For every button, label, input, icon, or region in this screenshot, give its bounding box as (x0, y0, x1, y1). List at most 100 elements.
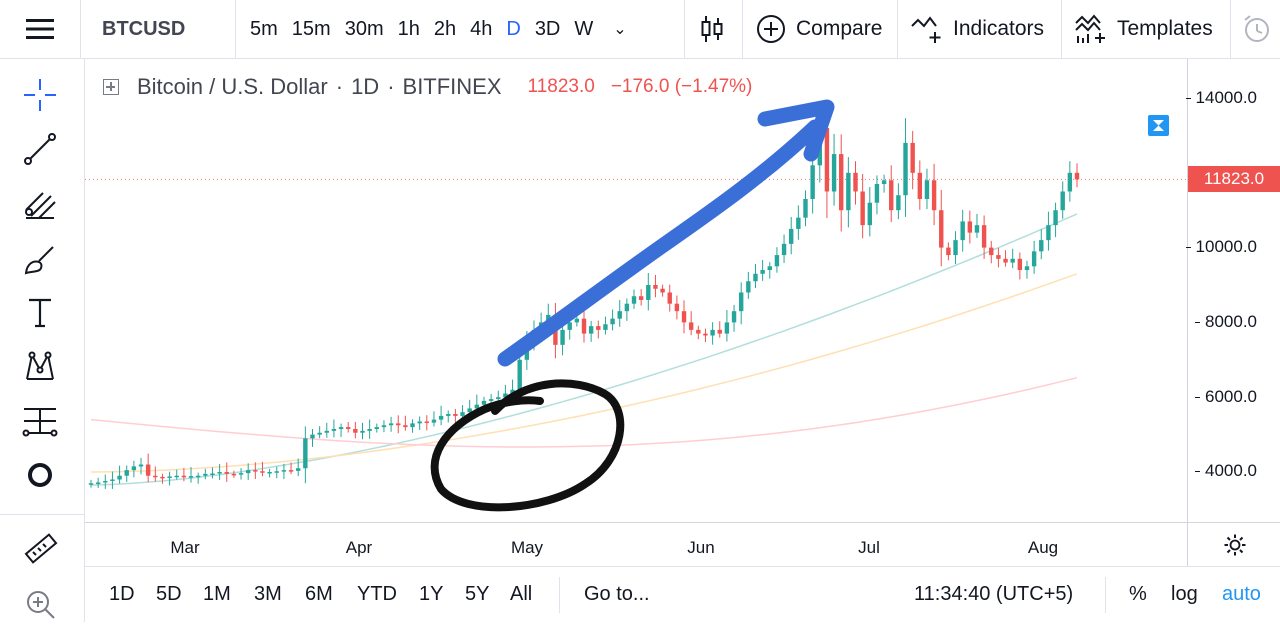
candle-body (124, 470, 129, 476)
interval-4h[interactable]: 4h (470, 17, 493, 40)
range-1m[interactable]: 1M (203, 583, 231, 605)
range-3m[interactable]: 3M (254, 583, 282, 605)
candle-body (560, 329, 565, 345)
candle-body (410, 423, 415, 428)
candle-body (1039, 240, 1044, 252)
top-toolbar: BTCUSD 5m 15m 30m 1h 2h 4h D 3D W ⌄ Comp… (0, 0, 1280, 59)
candle-body (424, 421, 430, 424)
candle-body (360, 430, 365, 433)
trend-line-tool[interactable] (20, 129, 60, 169)
toolbar-divider (1061, 0, 1062, 58)
compare-button[interactable]: Compare (756, 0, 882, 58)
candle-body (446, 414, 451, 416)
interval-2h[interactable]: 2h (433, 17, 457, 40)
log-scale-toggle[interactable]: log (1171, 583, 1198, 605)
plus-circle-icon (757, 15, 785, 43)
crosshair-tool[interactable] (20, 75, 60, 115)
interval-1h[interactable]: 1h (397, 17, 420, 40)
price-tick: 14000.0 (1185, 88, 1257, 107)
compare-label: Compare (796, 17, 883, 40)
toolbar-divider (742, 0, 743, 58)
chevron-down-icon[interactable]: ⌄ (613, 21, 627, 38)
candle-body (481, 400, 487, 405)
candle-body (967, 221, 973, 233)
chart-settings-button[interactable] (1187, 522, 1280, 567)
chart-type-button[interactable] (700, 0, 734, 58)
interval-3d[interactable]: 3D (534, 17, 561, 40)
candle-body (760, 270, 765, 274)
indicators-icon (911, 16, 941, 43)
interval-5m[interactable]: 5m (250, 17, 278, 40)
candle-body (510, 389, 515, 394)
candle-body (753, 273, 758, 282)
candle-body (503, 393, 508, 398)
range-1y[interactable]: 1Y (419, 583, 444, 605)
interval-30m[interactable]: 30m (344, 17, 384, 40)
candles-icon (701, 16, 723, 42)
toolbar-divider (1230, 0, 1231, 58)
candle-body (738, 292, 744, 312)
price-chart[interactable] (85, 59, 1187, 522)
shape-tool[interactable] (20, 455, 60, 495)
zoom-tool[interactable] (20, 584, 60, 624)
price-axis[interactable]: 14000.0 10000.0 8000.0 6000.0 4000.0 (1185, 59, 1280, 522)
interval-15m[interactable]: 15m (291, 17, 331, 40)
auto-scale-toggle[interactable]: auto (1222, 583, 1261, 605)
hamburger-icon (26, 19, 54, 39)
crosshair-icon (24, 79, 56, 111)
ruler-tool[interactable] (20, 529, 60, 569)
fib-tool[interactable] (20, 185, 60, 225)
candle-body (781, 243, 787, 256)
brush-tool[interactable] (20, 239, 60, 279)
menu-button[interactable] (0, 0, 81, 58)
candle-body (910, 142, 915, 173)
candle-body (574, 318, 580, 323)
candle-body (917, 172, 923, 199)
interval-1w[interactable]: W (574, 17, 594, 40)
templates-label: Templates (1117, 17, 1213, 40)
go-to-date-button[interactable]: Go to... (584, 583, 650, 605)
range-5d[interactable]: 5D (156, 583, 182, 605)
range-5y[interactable]: 5Y (465, 583, 490, 605)
candle-body (731, 311, 737, 323)
candle-body (617, 311, 622, 319)
range-all[interactable]: All (510, 583, 533, 605)
candle-body (889, 180, 894, 211)
annotation-arrow-shaft (497, 119, 823, 367)
alert-button[interactable] (1242, 0, 1280, 58)
candle-body (581, 318, 587, 334)
candle-body (674, 303, 680, 312)
interval-list: 5m 15m 30m 1h 2h 4h D 3D W ⌄ (236, 0, 627, 58)
candle-body (438, 415, 444, 420)
legend-interval: 1D (351, 74, 380, 99)
symbol-search-button[interactable]: BTCUSD (80, 0, 236, 58)
candle-body (939, 210, 944, 248)
candle-body (388, 423, 394, 426)
range-1d[interactable]: 1D (109, 583, 135, 605)
time-axis[interactable]: Mar Apr May Jun Jul Aug (85, 522, 1187, 567)
timezone-clock[interactable]: 11:34:40 (UTC+5) (914, 583, 1074, 605)
percent-scale-toggle[interactable]: % (1129, 583, 1147, 605)
price-tick: 6000.0 (1195, 387, 1257, 406)
indicators-button[interactable]: Indicators (911, 0, 1044, 58)
candle-body (160, 476, 165, 479)
candle-body (374, 427, 379, 429)
alarm-clock-icon (1244, 15, 1269, 42)
legend-expand-icon[interactable] (103, 79, 119, 95)
prediction-tool[interactable] (20, 401, 60, 441)
time-tick: Apr (345, 538, 373, 557)
interval-1d[interactable]: D (506, 17, 521, 40)
pattern-tool[interactable] (20, 347, 60, 387)
candle-body (260, 471, 265, 473)
go-to-realtime-button[interactable] (1148, 115, 1169, 136)
range-6m[interactable]: 6M (305, 583, 333, 605)
chart-pane[interactable] (85, 59, 1187, 522)
templates-button[interactable]: Templates (1075, 0, 1213, 58)
candle-body (153, 475, 158, 478)
text-tool[interactable] (20, 293, 60, 333)
annotation-circle (430, 379, 625, 512)
range-ytd[interactable]: YTD (357, 583, 397, 605)
candle-body (774, 255, 780, 267)
candle-body (381, 425, 387, 428)
candle-body (1060, 191, 1065, 211)
